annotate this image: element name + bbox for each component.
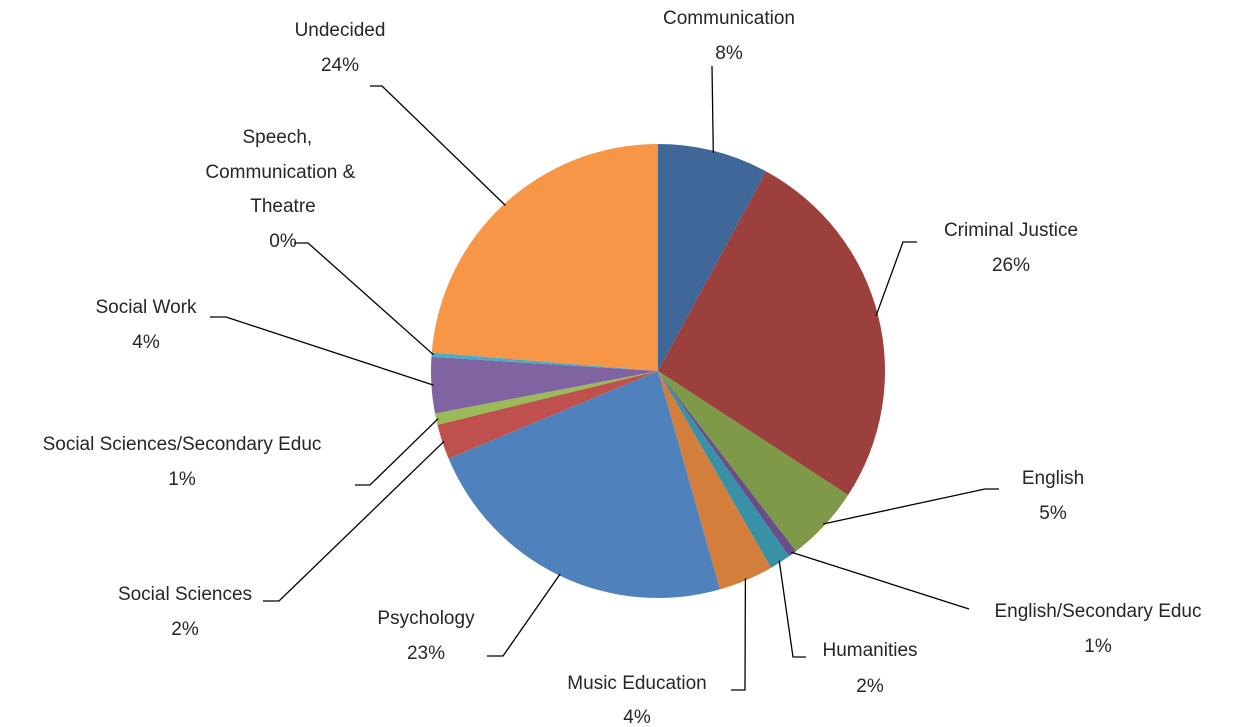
slice-english-secondary-educ xyxy=(658,371,796,557)
slice-social-work xyxy=(431,356,658,414)
slice-psychology xyxy=(448,371,720,599)
leader-criminal-justice xyxy=(875,241,917,316)
leader-music-education xyxy=(731,578,747,691)
pct-music-education: 4% xyxy=(623,707,651,727)
pct-english: 5% xyxy=(1039,503,1067,524)
label-criminal-justice: Criminal Justice xyxy=(944,220,1078,241)
slice-speech-communication-theatre xyxy=(431,352,658,371)
label-humanities: Humanities xyxy=(822,640,917,661)
pie-slices xyxy=(431,144,885,599)
slice-undecided xyxy=(431,144,658,371)
leader-communication xyxy=(711,65,714,153)
pct-social-work: 4% xyxy=(132,332,160,353)
leader-social-sciences-secondary-educ xyxy=(355,418,439,486)
label-speech-line-2: Communication & xyxy=(205,162,355,183)
leader-humanities xyxy=(778,560,806,658)
label-music-education: Music Education xyxy=(567,673,706,694)
label-english-secondary-educ: English/Secondary Educ xyxy=(994,601,1201,622)
slice-humanities xyxy=(658,371,790,568)
leader-lines xyxy=(210,65,999,691)
slice-music-education xyxy=(658,371,772,590)
label-undecided: Undecided xyxy=(295,20,386,41)
slice-labels: Communication 8% Criminal Justice 26% En… xyxy=(43,8,1202,727)
slice-criminal-justice xyxy=(658,171,885,496)
leader-speech-communication-theatre xyxy=(294,242,435,356)
pct-social-sciences-secondary-educ: 1% xyxy=(168,469,196,490)
pct-communication: 8% xyxy=(715,43,743,64)
pct-psychology: 23% xyxy=(407,643,445,664)
label-speech-line-1: Speech, xyxy=(242,127,312,148)
leader-social-work xyxy=(210,316,434,386)
label-communication: Communication xyxy=(663,8,795,29)
leader-psychology xyxy=(487,573,561,657)
pct-undecided: 24% xyxy=(321,55,359,76)
leader-english xyxy=(822,488,999,525)
label-speech-communication-theatre: Speech, Communication & Theatre xyxy=(205,127,360,217)
label-social-work: Social Work xyxy=(95,297,197,318)
label-social-sciences-secondary-educ: Social Sciences/Secondary Educ xyxy=(43,434,322,455)
pct-speech-communication-theatre: 0% xyxy=(269,231,297,252)
slice-communication xyxy=(658,144,767,371)
slice-social-sciences-secondary-educ xyxy=(435,371,658,425)
leader-english-secondary-educ xyxy=(791,551,970,610)
slice-social-sciences xyxy=(437,371,658,459)
label-psychology: Psychology xyxy=(377,608,475,629)
pct-criminal-justice: 26% xyxy=(992,255,1030,276)
leader-social-sciences xyxy=(263,440,445,602)
pct-social-sciences: 2% xyxy=(171,619,199,640)
pct-humanities: 2% xyxy=(856,676,884,697)
leader-undecided xyxy=(370,85,506,206)
slice-english xyxy=(658,371,849,552)
pct-english-secondary-educ: 1% xyxy=(1084,636,1112,657)
label-speech-line-3: Theatre xyxy=(250,196,315,217)
label-social-sciences: Social Sciences xyxy=(118,584,252,605)
label-english: English xyxy=(1022,468,1084,489)
